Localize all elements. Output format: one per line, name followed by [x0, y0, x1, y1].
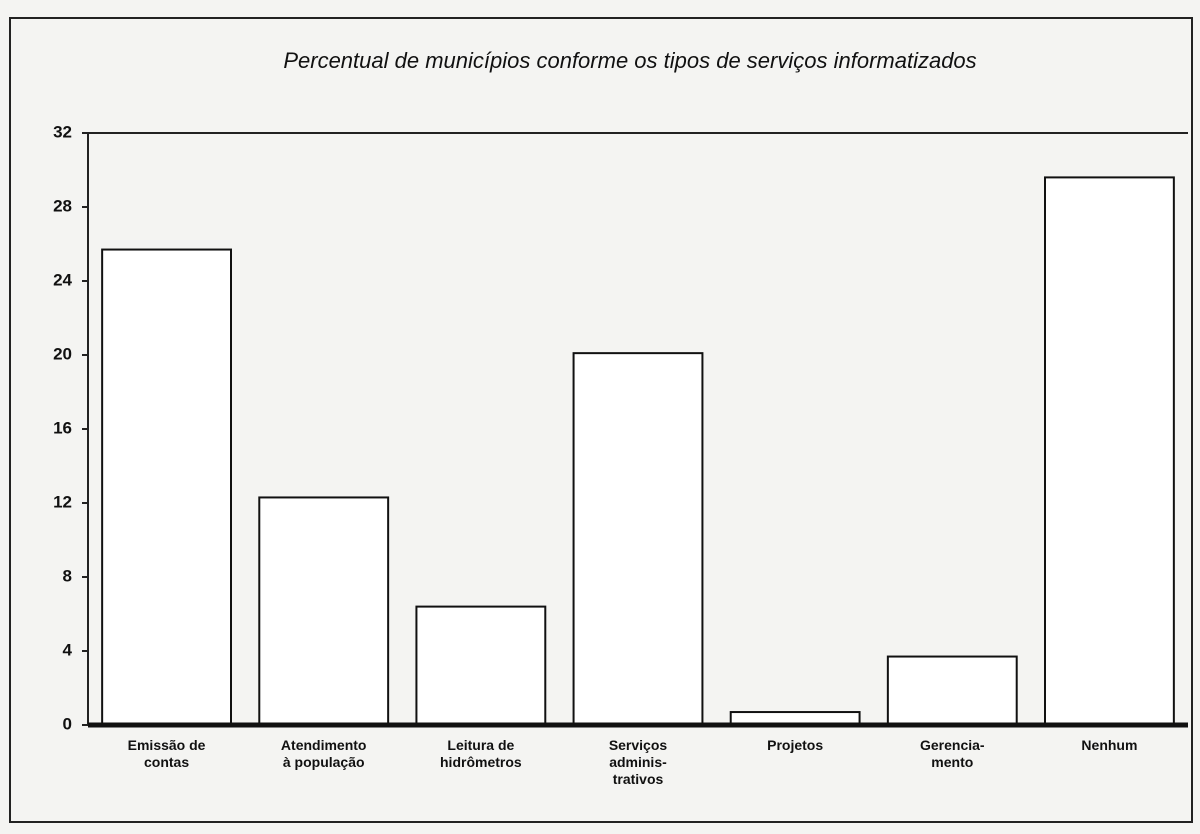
y-tick-label: 20	[53, 344, 72, 363]
y-tick-label: 32	[53, 122, 72, 141]
x-tick-label: Projetos	[767, 737, 824, 753]
bar	[886, 655, 1018, 726]
bar	[258, 496, 390, 727]
x-tick-label: Emissão de contas	[127, 737, 206, 770]
y-tick-label: 12	[53, 492, 72, 511]
x-tick-label: Serviços adminis- trativos	[608, 737, 668, 787]
chart-title: Percentual de municípios conforme os tip…	[283, 48, 976, 73]
x-tick-label: Nenhum	[1081, 737, 1138, 753]
y-tick-label: 28	[53, 196, 72, 215]
y-tick-label: 16	[53, 418, 72, 437]
bar	[1044, 176, 1175, 726]
bar	[101, 248, 233, 727]
y-tick-label: 4	[63, 640, 73, 659]
y-tick-label: 8	[63, 566, 72, 585]
x-tick-label: Atendimento à população	[280, 737, 367, 770]
bar	[415, 605, 547, 726]
x-tick-label: Leitura de hidrômetros	[440, 737, 522, 770]
x-tick-label: Gerencia- mento	[919, 737, 985, 770]
bar	[572, 352, 704, 726]
chart-border	[9, 17, 1193, 823]
y-tick-label: 24	[53, 270, 72, 289]
y-tick-label: 0	[63, 714, 72, 733]
